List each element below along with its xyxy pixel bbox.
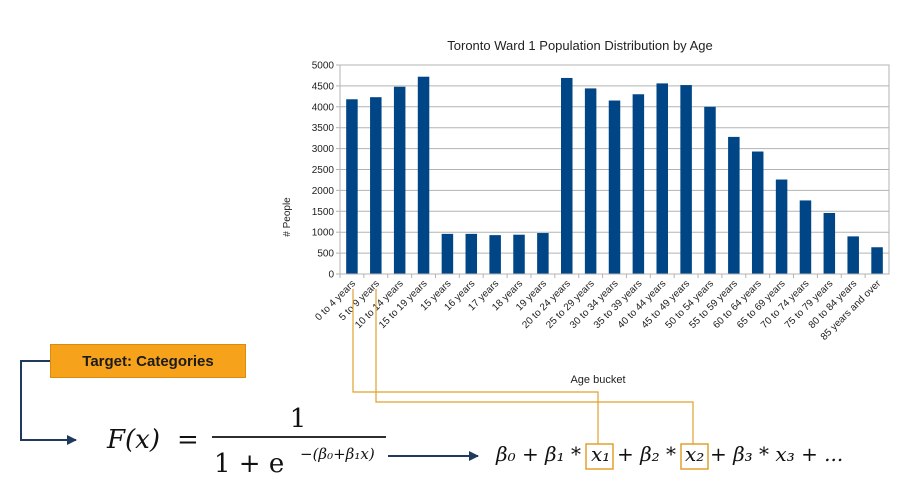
bar	[489, 235, 501, 274]
bar	[608, 100, 621, 274]
formula-denominator: 1 + e	[214, 449, 284, 479]
linear-part-2: + β₂ *	[617, 442, 682, 466]
bar	[441, 233, 454, 274]
bar	[417, 76, 430, 274]
target-arrow	[20, 360, 77, 445]
bar	[513, 234, 525, 274]
linear-part-1: β₀ + β₁ *	[495, 442, 587, 466]
bar	[656, 83, 668, 274]
bar	[370, 97, 382, 274]
bar	[393, 86, 406, 275]
bar	[704, 106, 716, 274]
y-tick-label: 0	[328, 270, 334, 281]
y-tick-label: 2000	[312, 186, 335, 197]
bar	[561, 77, 573, 274]
y-tick-label: 3000	[312, 144, 335, 155]
bar	[346, 99, 358, 274]
bar	[584, 88, 597, 275]
formula-lhs: F(x)	[106, 425, 160, 455]
y-tick-label: 500	[317, 249, 334, 260]
x2-highlight-box	[680, 443, 709, 470]
formula-exponent: −(β₀+β₁x)	[300, 445, 375, 463]
x1-highlight-box	[585, 443, 614, 470]
bar	[680, 85, 692, 275]
y-tick-label: 4000	[312, 102, 335, 113]
target-categories-label: Target: Categories	[82, 352, 214, 370]
bar	[847, 236, 859, 274]
bar	[751, 151, 764, 274]
y-tick-label: 3500	[312, 123, 335, 134]
y-tick-label: 4500	[312, 81, 335, 92]
linear-x1: x₁	[591, 442, 610, 466]
y-tick-label: 2500	[312, 165, 335, 176]
bar	[799, 200, 812, 274]
formula-numerator: 1	[290, 404, 307, 434]
linear-part-3: + β₃ * x₃ + ...	[710, 442, 843, 466]
connector-x2-line	[375, 289, 694, 444]
bar	[728, 136, 740, 274]
plot-frame	[339, 64, 890, 275]
linear-x2: x₂	[685, 442, 704, 466]
x-axis-label: Age bucket	[570, 374, 625, 386]
chart-title: Toronto Ward 1 Population Distribution b…	[447, 38, 712, 53]
bar	[871, 247, 883, 274]
y-tick-labels: 0 500 1000 1500 2000 2500 3000 3500 4000 4500 5000	[312, 61, 335, 281]
chart-bars	[346, 76, 883, 275]
bar	[823, 212, 836, 274]
formula-equals: =	[177, 425, 199, 455]
y-axis-label: # People	[282, 197, 293, 237]
y-tick-label: 1500	[312, 207, 335, 218]
bar	[775, 179, 788, 274]
target-categories-box: Target: Categories	[50, 344, 246, 378]
bar	[465, 233, 478, 274]
bar	[537, 233, 549, 274]
bar	[632, 94, 645, 274]
connector-x1-line	[352, 289, 599, 444]
linear-expansion: β₀ + β₁ * x₁ + β₂ * x₂ + β₃ * x₃ + ...	[495, 442, 843, 466]
y-tick-label: 1000	[312, 228, 335, 239]
y-tick-label: 5000	[312, 61, 335, 72]
logistic-formula: F(x) = 1 1 + e −(β₀+β₁x)	[106, 404, 386, 479]
